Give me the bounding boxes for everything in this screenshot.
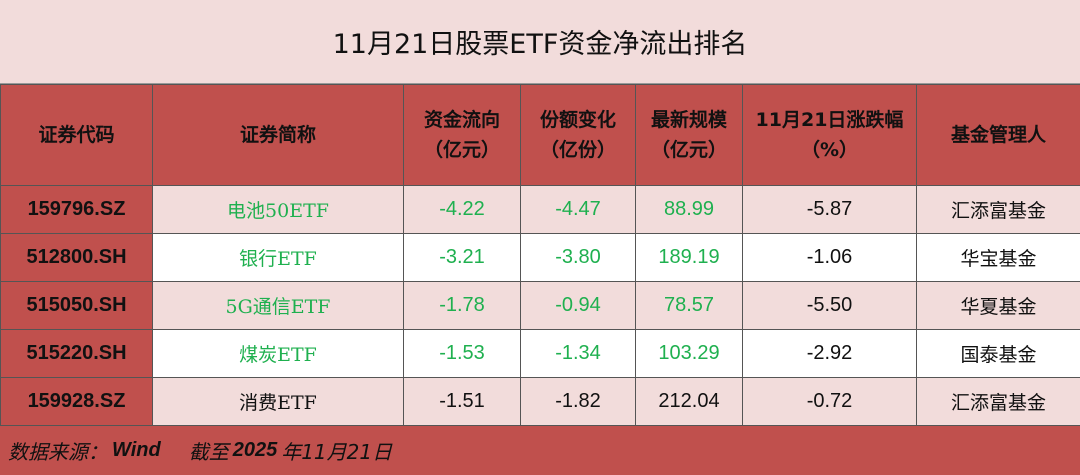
- latest-scale: 189.19: [636, 234, 743, 282]
- share-change: -1.82: [521, 378, 636, 426]
- share-change: -1.34: [521, 330, 636, 378]
- fund-flow: -1.53: [404, 330, 521, 378]
- header-scale: 最新规模（亿元）: [636, 85, 743, 186]
- etf-table: 证券代码 证券简称 资金流向（亿元） 份额变化（亿份） 最新规模（亿元） 11月…: [0, 84, 1080, 426]
- fund-flow: -3.21: [404, 234, 521, 282]
- header-manager: 基金管理人: [917, 85, 1080, 186]
- security-code: 159796.SZ: [1, 186, 153, 234]
- source-value: Wind: [112, 439, 161, 462]
- header-name: 证券简称: [153, 85, 404, 186]
- fund-flow: -4.22: [404, 186, 521, 234]
- fund-flow: -1.78: [404, 282, 521, 330]
- price-change: -5.50: [743, 282, 917, 330]
- fund-manager: 华宝基金: [917, 234, 1080, 282]
- header-change: 11月21日涨跌幅（%）: [743, 85, 917, 186]
- price-change: -0.72: [743, 378, 917, 426]
- header-row: 证券代码 证券简称 资金流向（亿元） 份额变化（亿份） 最新规模（亿元） 11月…: [1, 85, 1080, 186]
- asof-date: 年11月21日: [281, 436, 392, 465]
- asof-label: 截至: [189, 436, 229, 465]
- latest-scale: 88.99: [636, 186, 743, 234]
- page-title: 11月21日股票ETF资金净流出排名: [0, 0, 1080, 84]
- price-change: -2.92: [743, 330, 917, 378]
- fund-manager: 国泰基金: [917, 330, 1080, 378]
- price-change: -5.87: [743, 186, 917, 234]
- source-label: 数据来源：: [8, 436, 108, 465]
- latest-scale: 78.57: [636, 282, 743, 330]
- header-share: 份额变化（亿份）: [521, 85, 636, 186]
- fund-flow: -1.51: [404, 378, 521, 426]
- security-code: 512800.SH: [1, 234, 153, 282]
- security-name: 消费ETF: [153, 378, 404, 426]
- latest-scale: 212.04: [636, 378, 743, 426]
- fund-manager: 汇添富基金: [917, 378, 1080, 426]
- fund-manager: 华夏基金: [917, 282, 1080, 330]
- footer-source: 数据来源： Wind 截至 2025 年11月21日: [0, 426, 1080, 475]
- security-name: 银行ETF: [153, 234, 404, 282]
- header-code: 证券代码: [1, 85, 153, 186]
- security-name: 5G通信ETF: [153, 282, 404, 330]
- price-change: -1.06: [743, 234, 917, 282]
- security-code: 515220.SH: [1, 330, 153, 378]
- security-code: 515050.SH: [1, 282, 153, 330]
- security-code: 159928.SZ: [1, 378, 153, 426]
- asof-year: 2025: [233, 439, 278, 462]
- share-change: -4.47: [521, 186, 636, 234]
- header-flow: 资金流向（亿元）: [404, 85, 521, 186]
- share-change: -0.94: [521, 282, 636, 330]
- fund-manager: 汇添富基金: [917, 186, 1080, 234]
- security-name: 煤炭ETF: [153, 330, 404, 378]
- share-change: -3.80: [521, 234, 636, 282]
- security-name: 电池50ETF: [153, 186, 404, 234]
- latest-scale: 103.29: [636, 330, 743, 378]
